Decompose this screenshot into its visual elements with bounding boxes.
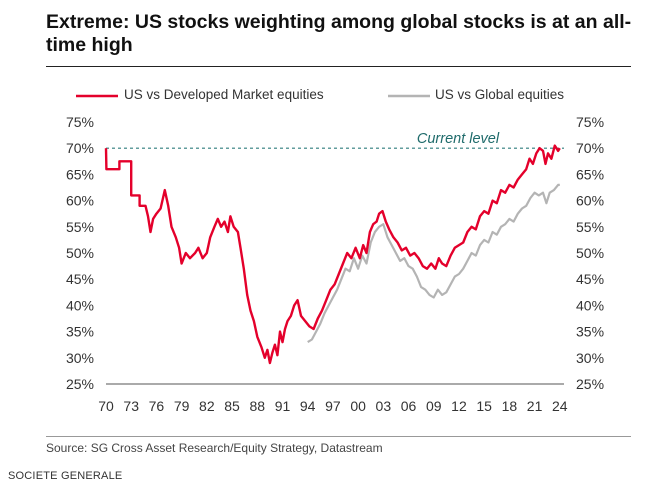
left-axis-ticks: 75% 70% 65% 60% 55% 50% 45% 40% 35% 30% 25%	[66, 114, 94, 392]
title-divider	[46, 66, 631, 67]
source-note: Source: SG Cross Asset Research/Equity S…	[46, 441, 383, 455]
y-tick-label-right: 25%	[576, 376, 604, 392]
footer-divider	[46, 436, 631, 437]
series-group	[104, 144, 561, 365]
y-tick-label-left: 35%	[66, 324, 94, 340]
y-tick-label-right: 60%	[576, 193, 604, 209]
y-tick-label-left: 45%	[66, 271, 94, 287]
y-tick-label-left: 30%	[66, 350, 94, 366]
credit-label: SOCIETE GENERALE	[8, 470, 123, 482]
x-tick-label: 73	[123, 398, 139, 414]
x-tick-label: 97	[325, 398, 341, 414]
x-tick-label: 94	[300, 398, 316, 414]
legend-label-global: US vs Global equities	[435, 87, 565, 102]
x-tick-label: 76	[149, 398, 165, 414]
right-axis-ticks: 75% 70% 65% 60% 55% 50% 45% 40% 35% 30% 25%	[576, 114, 604, 392]
x-tick-label: 12	[451, 398, 467, 414]
x-tick-label: 09	[426, 398, 442, 414]
series-line-global	[307, 183, 560, 344]
y-tick-label-left: 40%	[66, 297, 94, 313]
y-tick-label-left: 65%	[66, 166, 94, 182]
x-tick-label: 85	[224, 398, 240, 414]
y-tick-label-right: 70%	[576, 140, 604, 156]
reference-line-group: Current level	[106, 131, 564, 149]
legend-label-developed: US vs Developed Market equities	[124, 87, 324, 102]
series-line-developed	[104, 144, 561, 365]
y-tick-label-left: 50%	[66, 245, 94, 261]
x-tick-label: 88	[249, 398, 265, 414]
x-axis-ticks: 70 73 76 79 82 85 88 91 94 97 00 03 06 09 12 15 18 21 24	[98, 398, 568, 414]
y-tick-label-right: 40%	[576, 297, 604, 313]
y-tick-label-left: 55%	[66, 219, 94, 235]
x-tick-label: 24	[552, 398, 568, 414]
x-tick-label: 03	[376, 398, 392, 414]
x-tick-label: 91	[275, 398, 291, 414]
y-tick-label-left: 25%	[66, 376, 94, 392]
x-tick-label: 18	[502, 398, 518, 414]
y-tick-label-right: 65%	[576, 166, 604, 182]
x-tick-label: 00	[350, 398, 366, 414]
x-tick-label: 21	[527, 398, 543, 414]
x-tick-label: 79	[174, 398, 190, 414]
y-tick-label-right: 75%	[576, 114, 604, 130]
x-tick-label: 70	[98, 398, 114, 414]
chart-title: Extreme: US stocks weighting among globa…	[46, 11, 632, 56]
x-tick-label: 06	[401, 398, 417, 414]
y-tick-label-left: 60%	[66, 193, 94, 209]
reference-line-label: Current level	[417, 131, 500, 147]
y-tick-label-right: 45%	[576, 271, 604, 287]
y-tick-label-right: 50%	[576, 245, 604, 261]
x-tick-label: 82	[199, 398, 215, 414]
y-tick-label-left: 70%	[66, 140, 94, 156]
y-tick-label-right: 55%	[576, 219, 604, 235]
y-tick-label-left: 75%	[66, 114, 94, 130]
x-tick-label: 15	[476, 398, 492, 414]
y-tick-label-right: 35%	[576, 324, 604, 340]
y-tick-label-right: 30%	[576, 350, 604, 366]
